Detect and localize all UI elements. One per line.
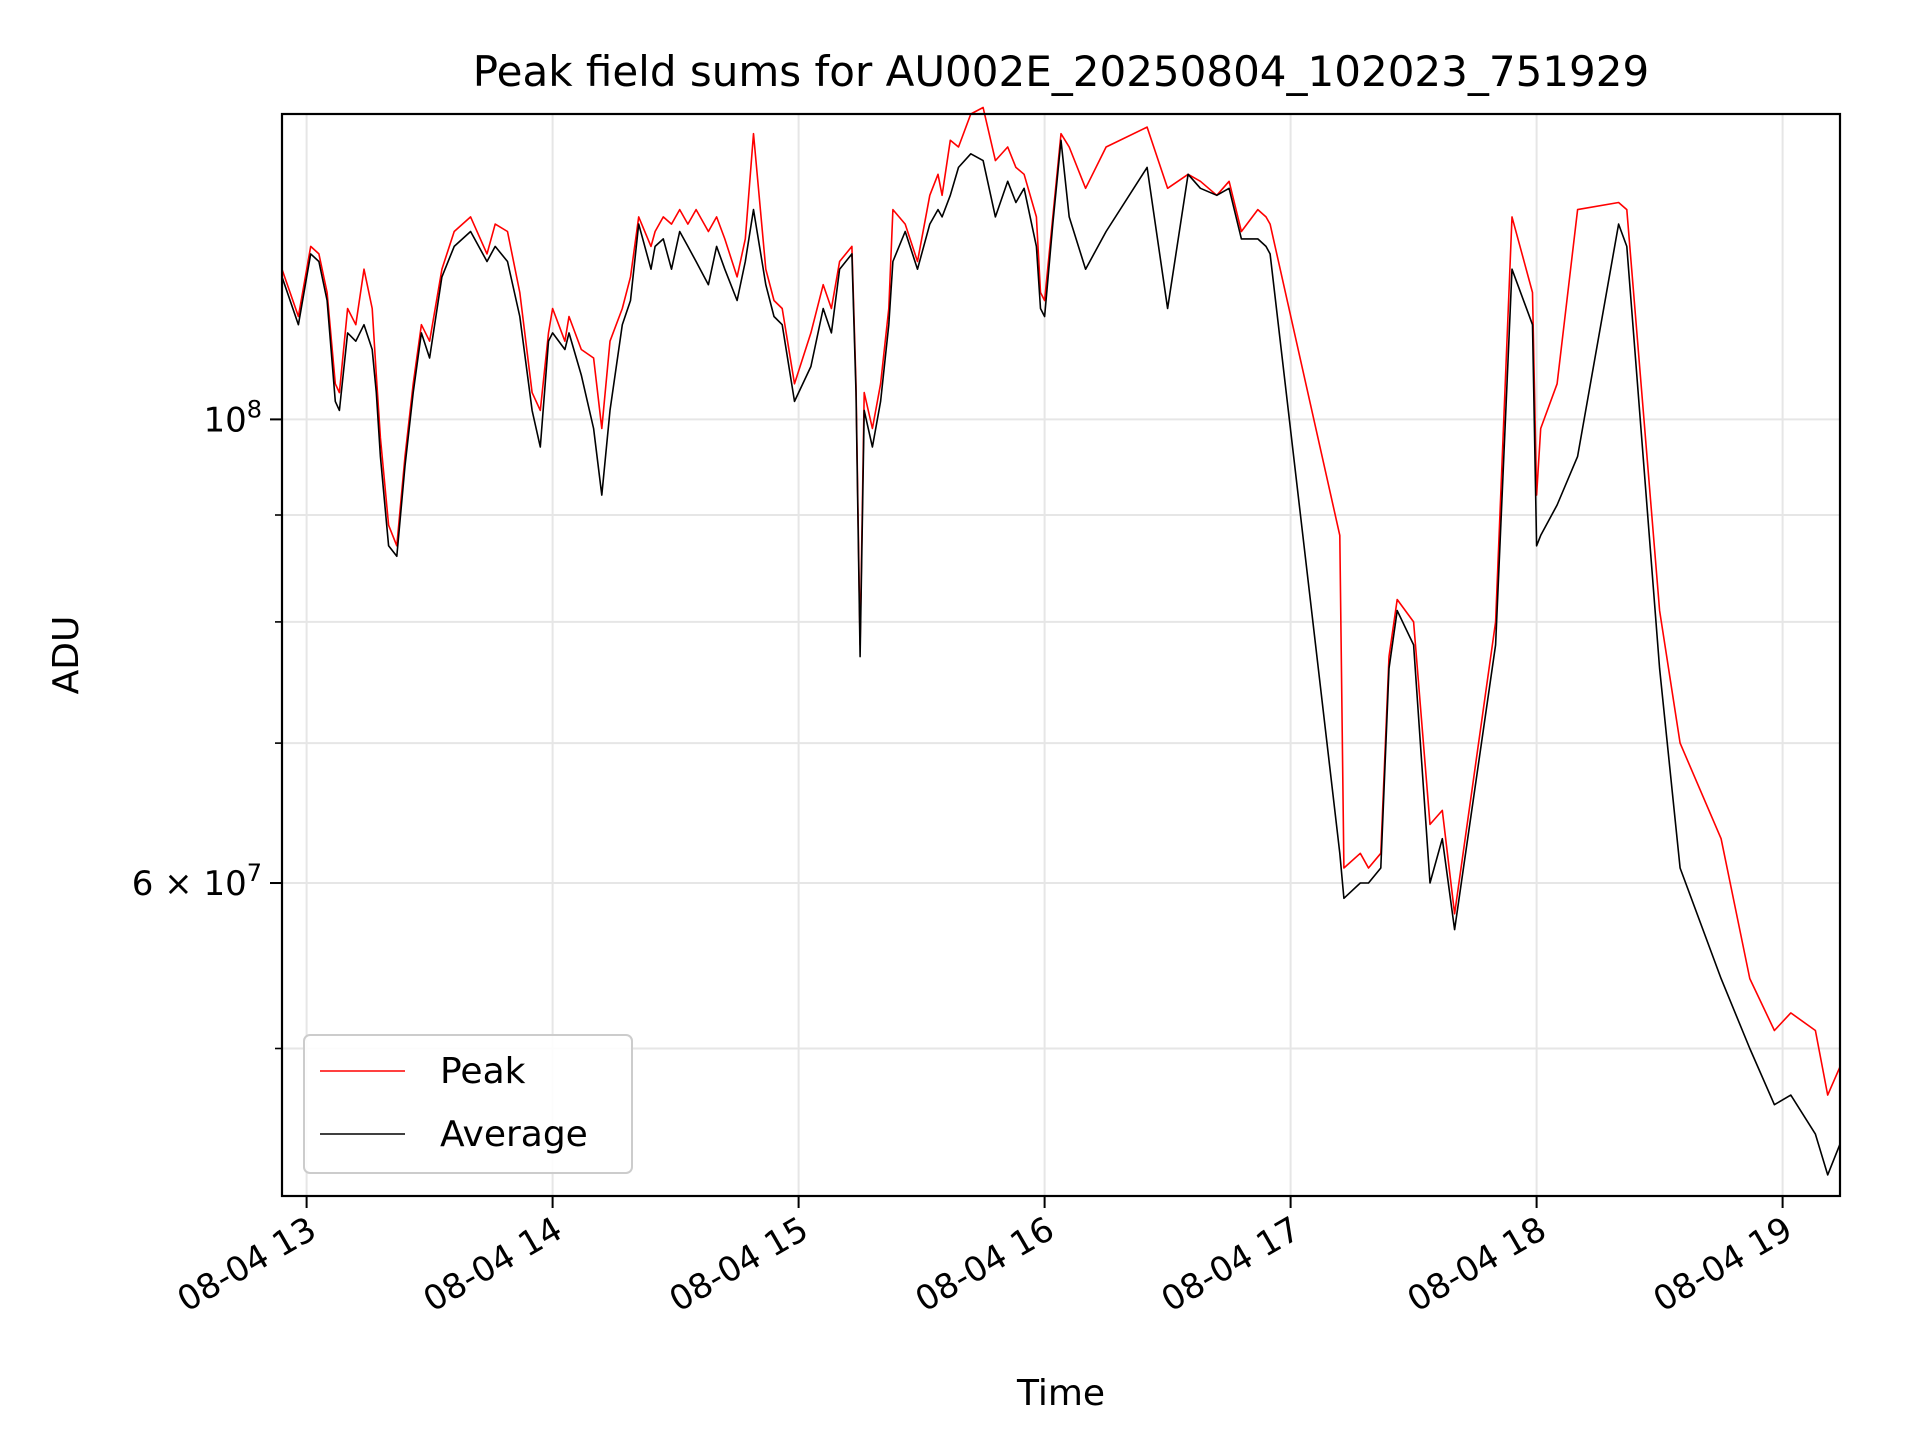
- series-line-average: [281, 139, 1841, 1176]
- y-tick-label: 6 × 107: [132, 859, 262, 904]
- legend: Peak Average: [303, 1034, 633, 1174]
- y-tick-label-base: 10: [203, 400, 246, 440]
- legend-label-peak: Peak: [440, 1051, 526, 1092]
- legend-box: [303, 1034, 633, 1174]
- plot-layer: [281, 106, 1841, 1176]
- x-axis-label: Time: [1016, 1373, 1105, 1414]
- y-tick-label-base: 6 × 10: [132, 864, 247, 904]
- y-tick-label: 108: [203, 395, 262, 440]
- chart-title: Peak field sums for AU002E_20250804_1020…: [473, 47, 1649, 96]
- series-line-peak: [281, 106, 1841, 1096]
- y-tick-label-exponent: 7: [247, 859, 262, 887]
- y-axis-label: ADU: [46, 616, 87, 695]
- plot-frame: [280, 112, 1842, 1198]
- legend-label-average: Average: [440, 1114, 588, 1155]
- y-tick-label-exponent: 8: [247, 395, 262, 423]
